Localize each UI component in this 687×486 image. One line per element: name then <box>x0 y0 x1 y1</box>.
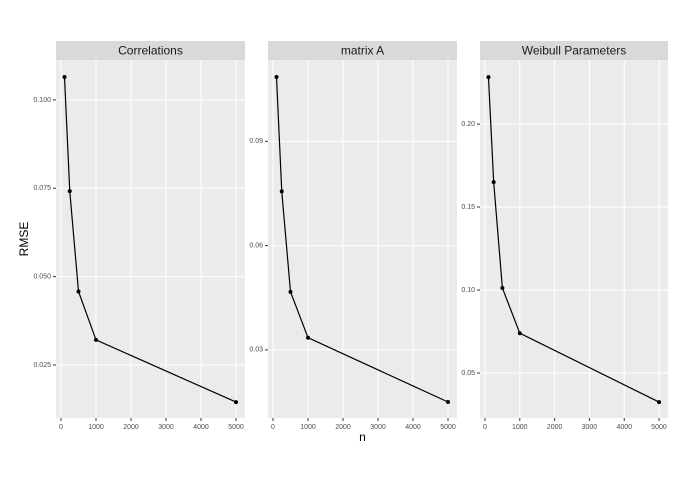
y-tick-label: 0.10 <box>461 287 475 294</box>
x-tick-label: 5000 <box>440 424 456 431</box>
panel-background <box>56 60 245 418</box>
x-axis-title: n <box>359 430 366 444</box>
y-tick-label: 0.075 <box>33 185 51 192</box>
data-point <box>288 289 293 294</box>
data-point <box>76 289 81 294</box>
strip-title: matrix A <box>341 44 384 58</box>
y-tick-label: 0.15 <box>461 204 475 211</box>
y-tick-label: 0.20 <box>461 121 475 128</box>
x-tick-label: 2000 <box>547 424 563 431</box>
x-tick-label: 3000 <box>158 424 174 431</box>
x-tick-label: 0 <box>59 424 63 431</box>
data-point <box>446 400 451 405</box>
x-tick-label: 4000 <box>193 424 209 431</box>
data-point <box>500 286 505 291</box>
x-tick-label: 2000 <box>335 424 351 431</box>
data-point <box>274 75 279 80</box>
data-point <box>62 74 67 79</box>
x-tick-label: 3000 <box>582 424 598 431</box>
x-tick-label: 0 <box>271 424 275 431</box>
panel-background <box>480 60 668 418</box>
x-tick-label: 1000 <box>300 424 316 431</box>
x-tick-label: 4000 <box>405 424 421 431</box>
y-axis-title: RMSE <box>17 222 31 257</box>
strip <box>480 41 668 60</box>
x-tick-label: 2000 <box>123 424 139 431</box>
strip-title: Correlations <box>118 44 183 58</box>
x-tick-label: 5000 <box>651 424 667 431</box>
x-tick-label: 5000 <box>228 424 244 431</box>
y-tick-label: 0.06 <box>249 242 263 249</box>
strip-title: Weibull Parameters <box>522 44 626 58</box>
strip <box>268 41 457 60</box>
x-tick-label: 1000 <box>88 424 104 431</box>
x-tick-label: 4000 <box>616 424 632 431</box>
y-tick-label: 0.025 <box>33 362 51 369</box>
y-tick-label: 0.03 <box>249 347 263 354</box>
y-tick-label: 0.09 <box>249 138 263 145</box>
data-point <box>306 335 311 340</box>
panel-background <box>268 60 457 418</box>
data-point <box>279 189 284 194</box>
data-point <box>486 75 491 80</box>
x-tick-label: 0 <box>483 424 487 431</box>
y-tick-label: 0.05 <box>461 370 475 377</box>
y-tick-label: 0.050 <box>33 273 51 280</box>
strip <box>56 41 245 60</box>
x-tick-label: 3000 <box>370 424 386 431</box>
data-point <box>657 400 662 405</box>
data-point <box>517 331 522 336</box>
data-point <box>491 180 496 185</box>
y-tick-label: 0.100 <box>33 97 51 104</box>
data-point <box>67 189 72 194</box>
data-point <box>234 400 239 405</box>
x-tick-label: 1000 <box>512 424 528 431</box>
data-point <box>94 337 99 342</box>
